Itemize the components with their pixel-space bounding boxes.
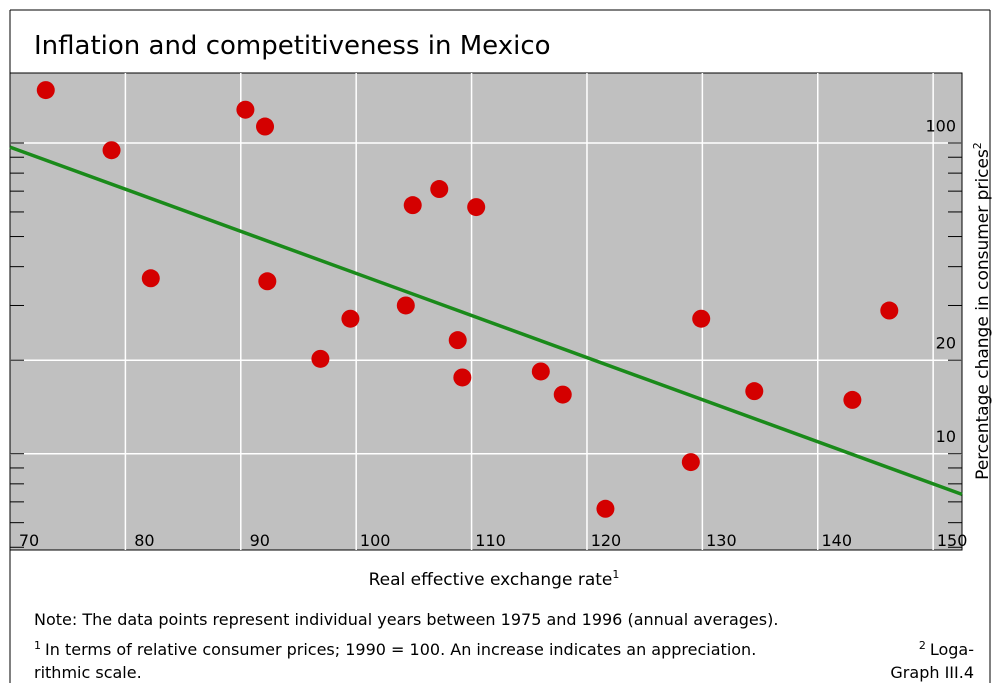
y-tick-label: 20 (936, 334, 956, 353)
x-tick-label: 120 (591, 531, 622, 550)
data-point (141, 269, 160, 288)
y-axis-label-text: Percentage change in consumer prices (973, 149, 993, 480)
data-point (745, 382, 764, 401)
data-point (403, 196, 422, 215)
footnote-ref: 2 (971, 142, 984, 149)
x-tick-label: 110 (475, 531, 506, 550)
footnote: rithmic scale. (34, 663, 142, 682)
data-point (236, 100, 255, 119)
y-axis-label: Percentage change in consumer prices2 (971, 142, 993, 480)
data-point (531, 362, 550, 381)
data-point (448, 331, 467, 350)
data-point (311, 349, 330, 368)
x-tick-label: 90 (250, 531, 270, 550)
x-tick-label: 150 (937, 531, 968, 550)
data-point (596, 499, 615, 518)
data-point (341, 309, 360, 328)
y-tick-label: 10 (936, 427, 956, 446)
data-point (102, 141, 121, 160)
x-tick-label: 70 (19, 531, 39, 550)
data-point (843, 390, 862, 409)
data-point (880, 301, 899, 320)
data-point (258, 272, 277, 291)
data-point (692, 309, 711, 328)
data-point (681, 453, 700, 472)
trend-line (9, 145, 963, 497)
x-tick-label: 140 (821, 531, 852, 550)
data-point (396, 296, 415, 315)
data-point (553, 385, 572, 404)
footnote: 1 In terms of relative consumer prices; 1… (34, 639, 756, 659)
footnote-text: In terms of relative consumer prices; 19… (45, 640, 756, 659)
footnote-text: Loga- (930, 640, 974, 659)
data-point (467, 198, 486, 217)
x-tick-label: 130 (706, 531, 737, 550)
x-axis-label-text: Real effective exchange rate (369, 570, 613, 590)
chart-title: Inflation and competitiveness in Mexico (34, 31, 551, 61)
footnote-marker: 2 (919, 639, 926, 652)
data-point (453, 368, 472, 387)
note: Note: The data points represent individu… (34, 610, 778, 629)
plot-area (9, 72, 963, 551)
footnote-ref: 1 (612, 568, 619, 581)
x-tick-label: 100 (360, 531, 391, 550)
x-axis-label: Real effective exchange rate1 (369, 568, 620, 590)
data-point (430, 180, 449, 199)
y-tick-label: 100 (925, 117, 956, 136)
footnote-marker: 1 (34, 639, 41, 652)
footnote: 2 Loga- (919, 639, 974, 659)
data-point (36, 81, 55, 100)
source: Graph III.4 (890, 663, 974, 682)
x-tick-label: 80 (134, 531, 154, 550)
data-point (256, 117, 275, 136)
